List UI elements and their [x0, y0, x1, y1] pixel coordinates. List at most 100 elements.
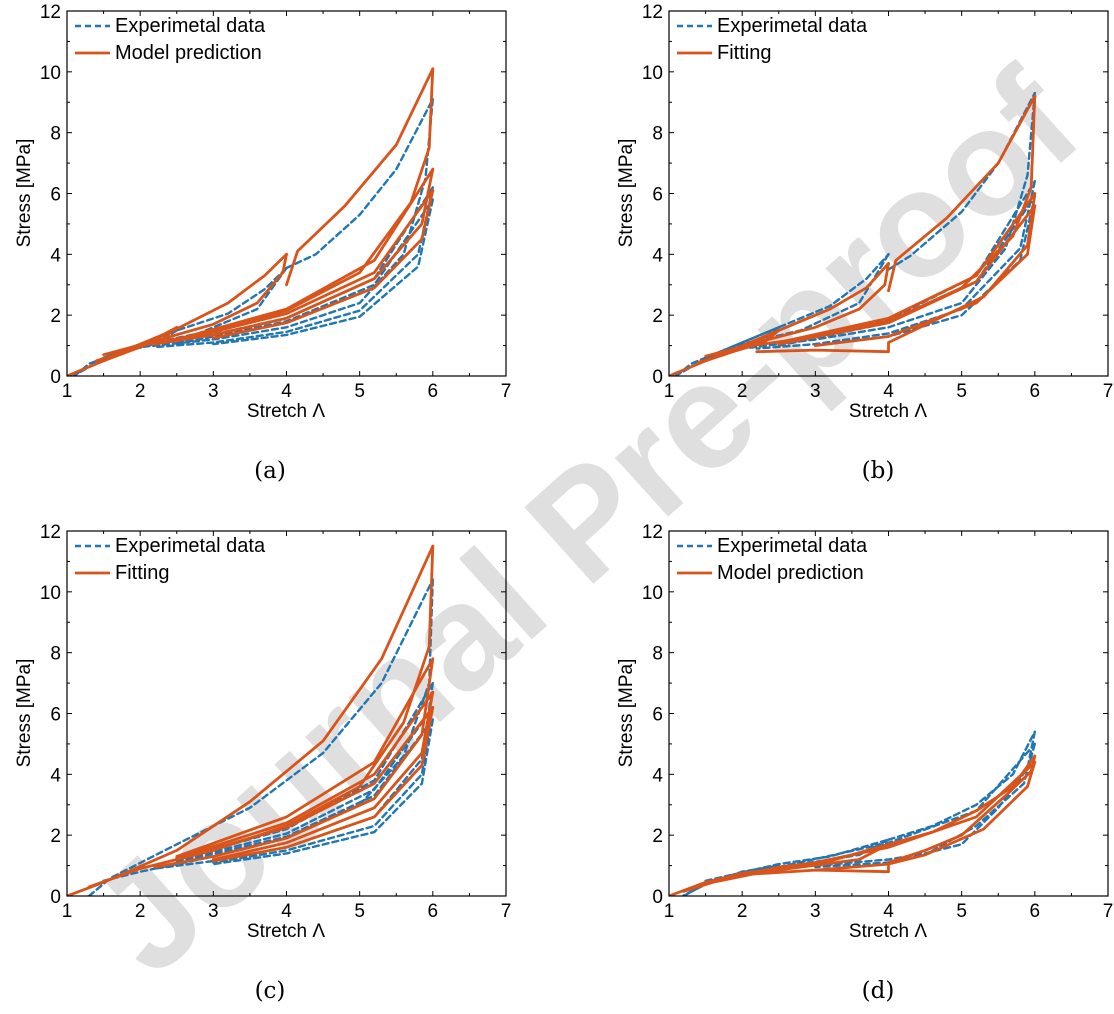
model-curve — [704, 262, 890, 358]
series-layer — [67, 67, 435, 376]
x-axis-label: Stretch Λ — [849, 401, 927, 422]
y-tick-label: 8 — [652, 124, 663, 145]
x-tick-label: 2 — [135, 381, 146, 402]
y-axis-label: Stress [MPa] — [14, 659, 35, 768]
plot-frame — [668, 530, 1109, 897]
y-tick-label: 0 — [50, 367, 61, 388]
y-tick-label: 2 — [50, 306, 61, 327]
plot-frame — [66, 10, 507, 377]
x-tick-label: 3 — [208, 381, 219, 402]
series-layer — [669, 730, 1037, 896]
model-curve — [740, 754, 1037, 877]
y-tick-label: 10 — [40, 583, 61, 604]
legend: Experimetal data Model prediction — [75, 15, 266, 64]
x-tick-label: 6 — [428, 901, 439, 922]
experimental-curve — [777, 742, 1036, 869]
y-tick-label: 10 — [642, 63, 663, 84]
model-curve — [175, 657, 435, 858]
model-curve — [211, 189, 435, 340]
y-tick-label: 0 — [652, 887, 663, 908]
panel-caption: (b) — [862, 458, 895, 484]
y-tick-label: 4 — [652, 245, 663, 266]
x-tick-label: 3 — [810, 901, 821, 922]
model-curve — [138, 67, 435, 347]
y-tick-label: 8 — [50, 644, 61, 665]
model-curve — [175, 690, 435, 860]
y-tick-label: 12 — [40, 522, 61, 543]
x-tick-label: 5 — [956, 381, 967, 402]
legend: Experimetal data Fitting — [677, 15, 868, 64]
y-axis-label: Stress [MPa] — [616, 659, 637, 768]
model-curve — [887, 94, 1037, 293]
y-tick-label: 2 — [50, 826, 61, 847]
legend: Experimetal data Model prediction — [677, 535, 868, 584]
y-tick-label: 8 — [652, 644, 663, 665]
y-tick-label: 2 — [652, 306, 663, 327]
model-curve — [777, 204, 1037, 346]
x-tick-label: 2 — [737, 901, 748, 922]
experimental-curve — [153, 186, 434, 349]
x-tick-label: 6 — [1030, 381, 1041, 402]
model-curve — [211, 690, 435, 861]
y-tick-label: 10 — [40, 63, 61, 84]
model-curve — [704, 262, 890, 363]
x-axis-label: Stretch Λ — [247, 401, 325, 422]
experimental-curve — [814, 742, 1036, 869]
x-tick-label: 3 — [810, 381, 821, 402]
y-tick-label: 8 — [50, 124, 61, 145]
model-curve — [777, 192, 1037, 344]
x-tick-label: 4 — [883, 381, 894, 402]
y-tick-label: 6 — [652, 705, 663, 726]
model-curve — [153, 167, 435, 346]
y-axis-label: Stress [MPa] — [14, 139, 35, 248]
plot-frame — [668, 10, 1109, 377]
x-tick-label: 1 — [664, 901, 675, 922]
x-tick-label: 1 — [62, 901, 73, 922]
y-tick-label: 6 — [50, 705, 61, 726]
legend-label: Model prediction — [717, 562, 864, 584]
y-tick-label: 6 — [652, 185, 663, 206]
x-tick-label: 7 — [501, 381, 512, 402]
experimental-curve — [704, 253, 890, 359]
y-tick-label: 6 — [50, 185, 61, 206]
experimental-curve — [285, 98, 434, 270]
legend-label: Fitting — [115, 562, 169, 584]
x-tick-label: 6 — [1030, 901, 1041, 922]
model-curve — [813, 204, 1037, 347]
y-tick-label: 4 — [50, 245, 61, 266]
y-tick-label: 2 — [652, 826, 663, 847]
model-curve — [87, 544, 435, 889]
y-tick-label: 4 — [652, 765, 663, 786]
y-tick-label: 0 — [652, 367, 663, 388]
experimental-curve — [175, 706, 434, 863]
experimental-curve — [741, 91, 1036, 350]
x-tick-label: 4 — [281, 901, 292, 922]
experimental-curve — [212, 718, 434, 866]
legend-label: Experimetal data — [115, 15, 266, 37]
x-tick-label: 6 — [428, 381, 439, 402]
experimental-curve — [887, 730, 1036, 841]
y-axis-label: Stress [MPa] — [616, 139, 637, 248]
x-tick-label: 7 — [1103, 901, 1114, 922]
model-curve — [211, 706, 435, 863]
model-curve — [813, 760, 1037, 872]
experimental-curve — [175, 718, 434, 864]
tick-marks — [668, 530, 1109, 897]
panel-caption: (d) — [862, 978, 895, 1004]
legend-label: Fitting — [717, 42, 771, 64]
y-tick-label: 0 — [50, 887, 61, 908]
legend: Experimetal data Fitting — [75, 535, 266, 584]
panel-caption: (c) — [255, 978, 286, 1004]
model-curve — [175, 189, 435, 343]
y-tick-label: 12 — [40, 2, 61, 23]
model-curve — [175, 167, 435, 341]
legend-label: Experimetal data — [717, 15, 868, 37]
series-layer — [669, 91, 1037, 376]
x-tick-label: 4 — [281, 381, 292, 402]
experimental-curve — [814, 730, 1036, 867]
